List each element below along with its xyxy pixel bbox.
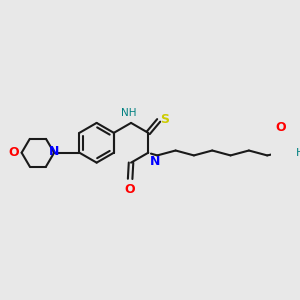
Text: S: S bbox=[160, 113, 169, 126]
Text: O: O bbox=[8, 146, 19, 159]
Text: N: N bbox=[150, 154, 160, 167]
Text: O: O bbox=[275, 121, 286, 134]
Text: O: O bbox=[125, 183, 135, 196]
Text: H: H bbox=[296, 148, 300, 158]
Text: NH: NH bbox=[122, 108, 137, 118]
Text: N: N bbox=[49, 145, 59, 158]
